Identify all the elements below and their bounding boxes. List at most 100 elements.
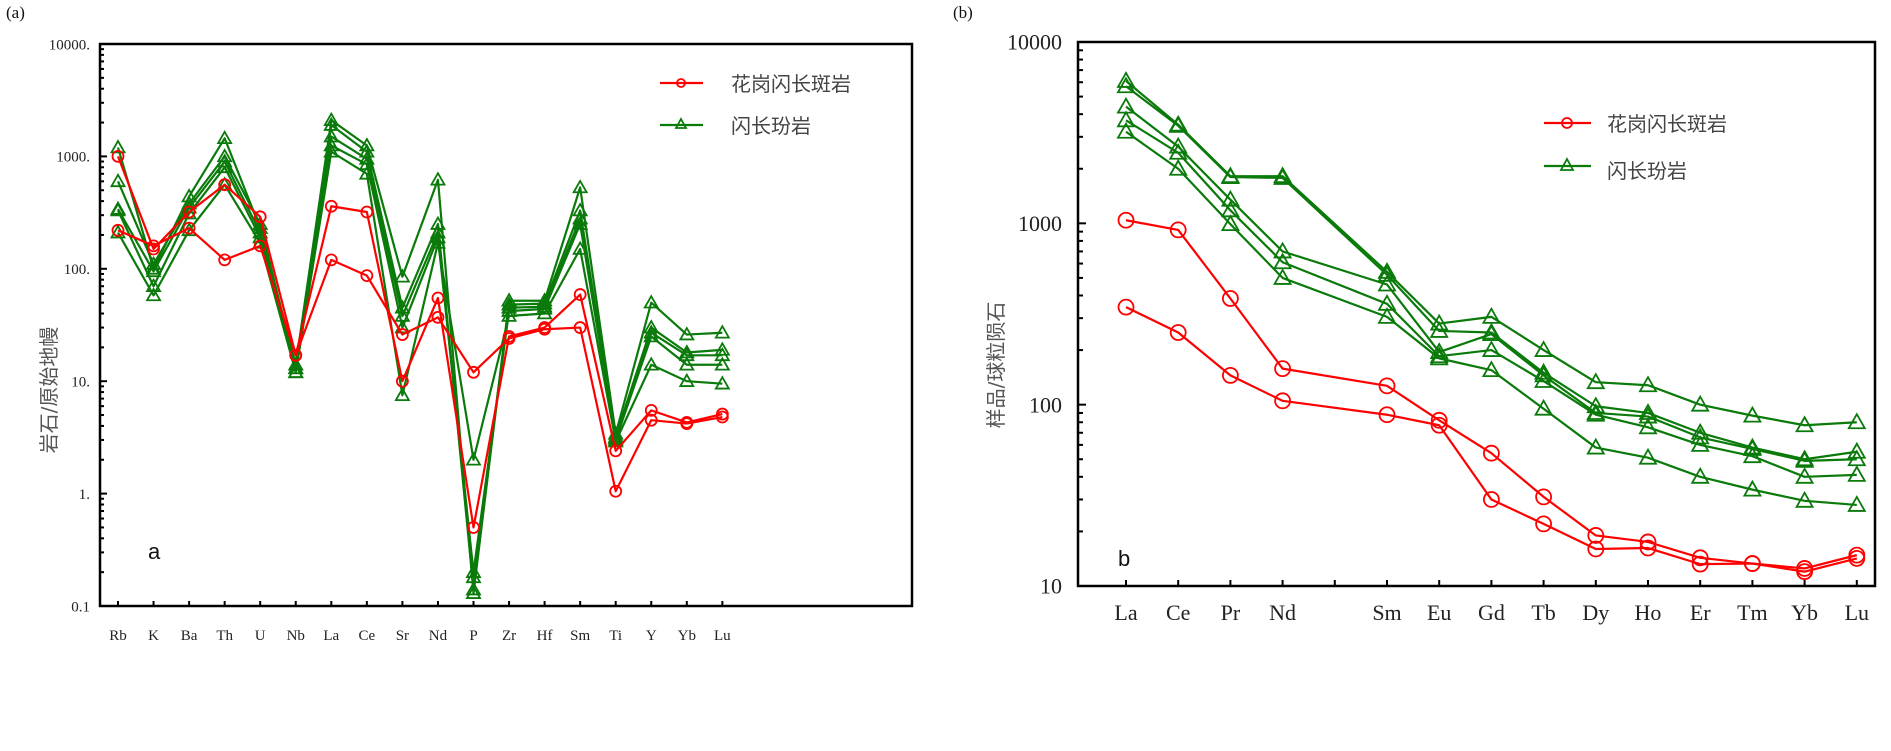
data-point-circle bbox=[253, 210, 267, 224]
data-point-circle bbox=[502, 332, 516, 345]
data-point-triangle bbox=[572, 179, 589, 194]
x-tick-label: Er bbox=[1690, 600, 1711, 625]
data-point-triangle bbox=[1742, 446, 1762, 464]
data-point-triangle bbox=[643, 328, 660, 343]
data-point-circle bbox=[1744, 555, 1761, 572]
data-point-circle bbox=[431, 291, 445, 305]
data-point-triangle bbox=[572, 202, 589, 217]
y-tick-label: 1000. bbox=[56, 150, 90, 166]
data-point-triangle bbox=[181, 205, 198, 220]
data-point-circle bbox=[680, 417, 694, 430]
y-tick-label: 10. bbox=[71, 374, 90, 390]
data-point-circle bbox=[1639, 533, 1657, 551]
data-point-circle bbox=[1587, 540, 1605, 558]
data-point-triangle bbox=[1429, 321, 1449, 338]
series-line bbox=[1125, 306, 1858, 573]
data-point-triangle bbox=[323, 137, 340, 152]
data-point-triangle bbox=[1742, 405, 1762, 423]
y-axis-label-b: 样品/球粒陨石 bbox=[984, 302, 1008, 429]
data-point-triangle bbox=[1220, 167, 1240, 184]
data-point-circle bbox=[609, 444, 623, 458]
series-diorite_porphyrite bbox=[1116, 71, 1867, 433]
data-point-triangle bbox=[465, 581, 482, 596]
data-point-circle bbox=[1483, 491, 1500, 508]
data-point-triangle bbox=[1690, 435, 1710, 452]
data-point-triangle bbox=[1116, 110, 1136, 128]
series-diorite_porphyrite bbox=[1116, 96, 1867, 468]
x-tick-label: Sm bbox=[570, 628, 590, 644]
data-point-triangle bbox=[1742, 479, 1762, 497]
data-point-triangle bbox=[714, 324, 731, 339]
x-tick-label: Pr bbox=[1221, 600, 1241, 625]
legend-b: 花岗闪长斑岩 闪长玢岩 bbox=[1544, 112, 1727, 183]
data-point-triangle bbox=[1795, 415, 1815, 433]
x-tick-label: Tb bbox=[1531, 600, 1555, 625]
data-point-triangle bbox=[145, 262, 162, 278]
y-axis-b: 10 100 1000 10000 bbox=[1007, 30, 1086, 599]
data-point-triangle bbox=[1690, 467, 1710, 484]
data-point-triangle bbox=[1273, 168, 1293, 185]
legend-label-granodiorite: 花岗闪长斑岩 bbox=[731, 72, 851, 96]
data-point-triangle bbox=[465, 584, 482, 599]
legend-a: 花岗闪长斑岩 闪长玢岩 bbox=[660, 72, 851, 138]
inner-label-b: b bbox=[1118, 546, 1130, 571]
data-point-circle bbox=[360, 205, 374, 219]
data-point-triangle bbox=[394, 386, 411, 402]
data-point-circle bbox=[1796, 563, 1813, 581]
data-point-circle bbox=[1535, 515, 1552, 533]
data-point-triangle bbox=[287, 363, 304, 379]
data-point-triangle bbox=[1220, 214, 1240, 232]
series-group-a bbox=[109, 111, 731, 599]
data-point-circle bbox=[1430, 416, 1448, 434]
data-point-triangle bbox=[465, 563, 482, 578]
series-granodiorite_porphyry bbox=[1117, 211, 1866, 577]
data-point-triangle bbox=[678, 372, 695, 387]
data-point-triangle bbox=[1638, 417, 1658, 435]
data-point-triangle bbox=[109, 173, 127, 188]
data-point-circle bbox=[573, 288, 587, 301]
data-point-triangle bbox=[216, 158, 233, 174]
data-point-triangle bbox=[1847, 441, 1867, 459]
x-tick-label: Nb bbox=[287, 628, 305, 644]
x-tick-label: Zr bbox=[502, 628, 516, 644]
data-point-triangle bbox=[1481, 360, 1501, 378]
legend-entry-granodiorite: 花岗闪长斑岩 bbox=[1544, 112, 1727, 136]
data-point-circle bbox=[715, 410, 729, 424]
data-point-triangle bbox=[1481, 324, 1501, 341]
data-point-triangle bbox=[678, 326, 695, 341]
y-tick-label: 10000 bbox=[1007, 30, 1062, 55]
data-point-triangle bbox=[1690, 422, 1710, 440]
y-tick-label: 100 bbox=[1029, 392, 1062, 417]
series-granodiorite_porphyry bbox=[1117, 298, 1866, 581]
data-point-circle bbox=[1430, 411, 1448, 429]
x-tick-label: Eu bbox=[1427, 600, 1451, 625]
data-point-triangle bbox=[323, 143, 340, 158]
data-point-circle bbox=[218, 178, 232, 192]
data-point-circle bbox=[360, 269, 374, 282]
data-point-triangle bbox=[1638, 406, 1658, 424]
y-tick-label: 10000. bbox=[49, 37, 90, 53]
legend-entry-diorite: 闪长玢岩 bbox=[1544, 157, 1687, 183]
data-point-triangle bbox=[1377, 265, 1397, 282]
series-line bbox=[1125, 80, 1857, 427]
data-point-triangle bbox=[109, 202, 127, 217]
data-point-triangle bbox=[1534, 398, 1554, 416]
panel-label-b: (b) bbox=[953, 3, 973, 22]
data-point-triangle bbox=[1534, 340, 1554, 357]
x-tick-label: Tm bbox=[1737, 600, 1768, 625]
series-line bbox=[1125, 219, 1858, 570]
data-point-triangle bbox=[1795, 451, 1815, 468]
circle-marker-icon bbox=[1561, 117, 1573, 129]
data-point-triangle bbox=[1168, 142, 1188, 160]
data-point-triangle bbox=[714, 356, 731, 371]
data-point-triangle bbox=[536, 305, 553, 320]
data-point-circle bbox=[467, 521, 480, 534]
data-point-circle bbox=[1378, 377, 1396, 395]
data-point-circle bbox=[538, 322, 551, 336]
x-tick-label: Gd bbox=[1478, 600, 1505, 625]
x-tick-label: Ho bbox=[1635, 600, 1662, 625]
data-point-circle bbox=[573, 321, 587, 334]
x-tick-label: U bbox=[255, 628, 266, 644]
data-point-triangle bbox=[643, 356, 660, 371]
data-point-triangle bbox=[1586, 437, 1606, 455]
